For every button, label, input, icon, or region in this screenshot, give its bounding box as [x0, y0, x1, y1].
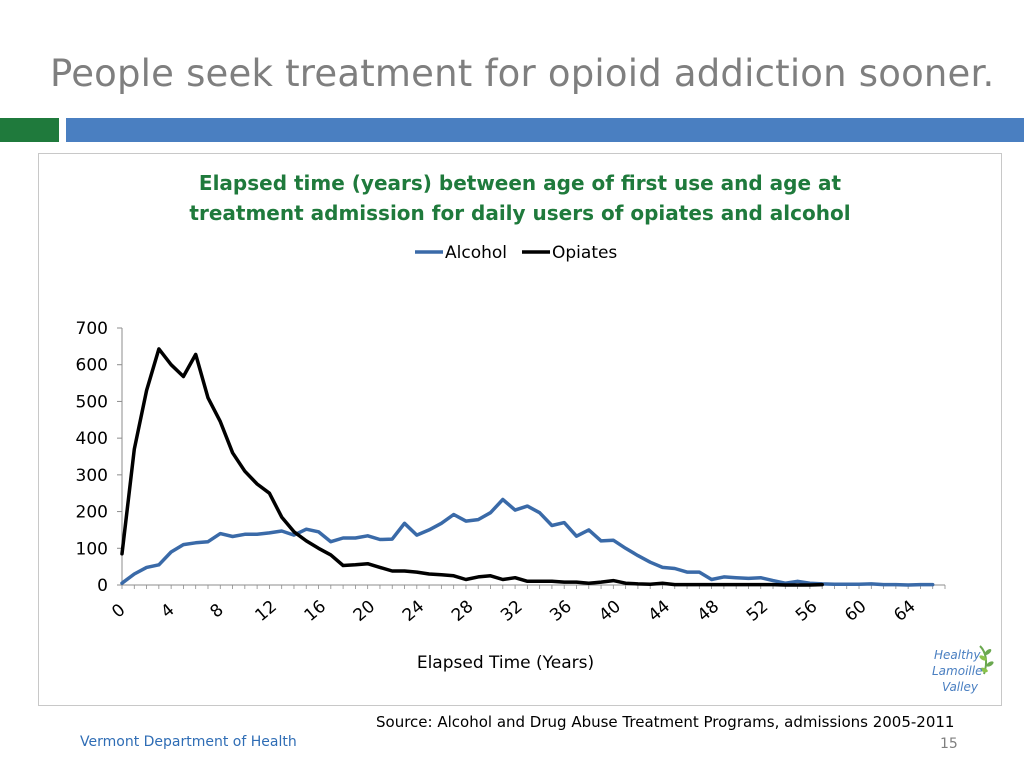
y-tick-label: 700 [76, 319, 108, 339]
x-tick-label: 20 [350, 597, 379, 626]
x-axis-title: Elapsed Time (Years) [417, 653, 594, 673]
accent-bar-green [0, 118, 59, 142]
chart-title-line-1: Elapsed time (years) between age of firs… [198, 171, 842, 195]
logo-line-2: Lamoille [932, 664, 982, 678]
x-tick-label: 32 [497, 597, 526, 626]
x-tick-label: 16 [301, 597, 330, 626]
x-tick-label: 44 [645, 597, 674, 626]
chart-frame [38, 153, 1002, 706]
footer-organization: Vermont Department of Health [80, 734, 297, 750]
x-tick-label: 4 [157, 600, 178, 622]
x-tick-label: 40 [595, 597, 624, 626]
page-number: 15 [940, 736, 958, 752]
x-tick-label: 0 [108, 600, 129, 622]
y-tick-label: 100 [76, 539, 108, 559]
x-tick-label: 56 [792, 597, 821, 626]
y-tick-label: 300 [76, 466, 108, 486]
healthy-lamoille-valley-logo: Healthy Lamoille Valley [932, 645, 994, 694]
x-tick-label: 48 [694, 597, 723, 626]
logo-line-1: Healthy [934, 648, 981, 662]
chart-title-line-2: treatment admission for daily users of o… [189, 201, 851, 225]
chart-title: Elapsed time (years) between age of firs… [38, 168, 1002, 228]
series-line-opiates [120, 347, 824, 587]
x-tick-label: 28 [448, 597, 477, 626]
series-line-alcohol [120, 497, 935, 587]
y-tick-label: 0 [97, 576, 108, 596]
x-tick-label: 12 [251, 597, 280, 626]
source-note: Source: Alcohol and Drug Abuse Treatment… [376, 713, 955, 731]
x-tick-label: 64 [890, 597, 919, 626]
y-tick-label: 200 [76, 503, 108, 523]
x-tick-label: 60 [841, 597, 870, 626]
x-tick-label: 24 [399, 597, 428, 626]
y-tick-label: 500 [76, 392, 108, 412]
y-tick-label: 600 [76, 356, 108, 376]
y-tick-label: 400 [76, 429, 108, 449]
legend-label-alcohol: Alcohol [445, 243, 507, 263]
slide-title: People seek treatment for opioid addicti… [50, 52, 995, 95]
logo-line-3: Valley [942, 680, 979, 694]
legend-label-opiates: Opiates [552, 243, 617, 263]
accent-bar-blue [66, 118, 1024, 142]
x-tick-label: 52 [743, 597, 772, 626]
x-tick-label: 8 [206, 600, 227, 622]
x-tick-label: 36 [546, 597, 575, 626]
